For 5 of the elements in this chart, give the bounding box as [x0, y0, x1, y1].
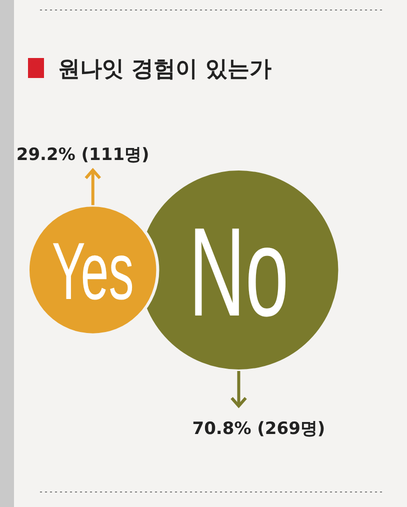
data-label: 29.2% (111명) — [16, 145, 150, 166]
category-label: Yes — [52, 227, 134, 318]
data-label: 70.8% (269명) — [192, 419, 326, 439]
category-label: No — [188, 202, 289, 344]
text: 원나잇 경험이 있는가 — [58, 57, 272, 82]
